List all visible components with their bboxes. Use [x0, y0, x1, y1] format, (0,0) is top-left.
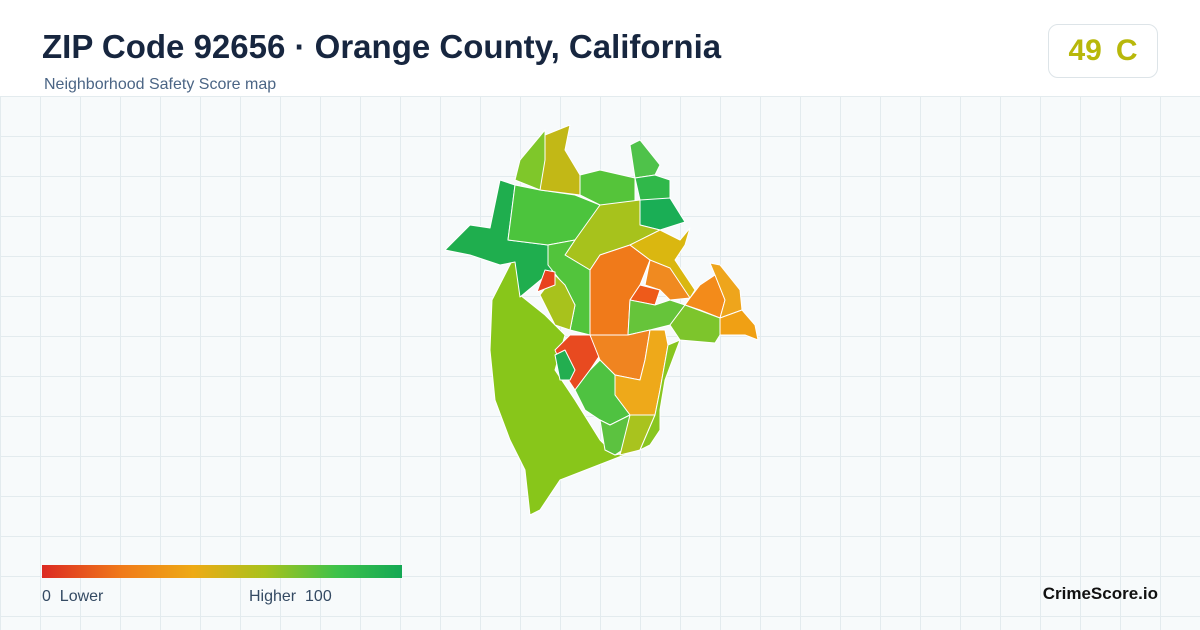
legend-max: Higher 100 — [249, 588, 332, 606]
region — [536, 269, 556, 293]
region — [539, 124, 581, 196]
legend-min: 0 Lower — [42, 588, 103, 606]
score-badge: 49 C — [1048, 24, 1158, 78]
region — [639, 339, 681, 451]
region — [514, 129, 546, 191]
region — [579, 169, 636, 206]
region — [627, 299, 686, 336]
region — [629, 139, 661, 179]
score-value: 49 — [1068, 34, 1102, 67]
legend-min-value: 0 — [42, 588, 51, 605]
subtitle: Neighborhood Safety Score map — [44, 76, 277, 93]
header — [0, 0, 1200, 96]
legend-min-label: Lower — [59, 588, 104, 605]
legend-gradient — [42, 565, 402, 578]
legend-max-value: 100 — [305, 588, 332, 605]
title: ZIP Code 92656 · Orange County, Californ… — [42, 28, 722, 65]
neighborhoods — [444, 124, 759, 516]
score-grade: C — [1115, 34, 1138, 67]
legend-max-label: Higher — [249, 588, 297, 605]
region — [639, 197, 686, 231]
region — [634, 174, 671, 201]
region — [554, 349, 576, 381]
brand: CrimeScore.io — [1042, 584, 1158, 603]
